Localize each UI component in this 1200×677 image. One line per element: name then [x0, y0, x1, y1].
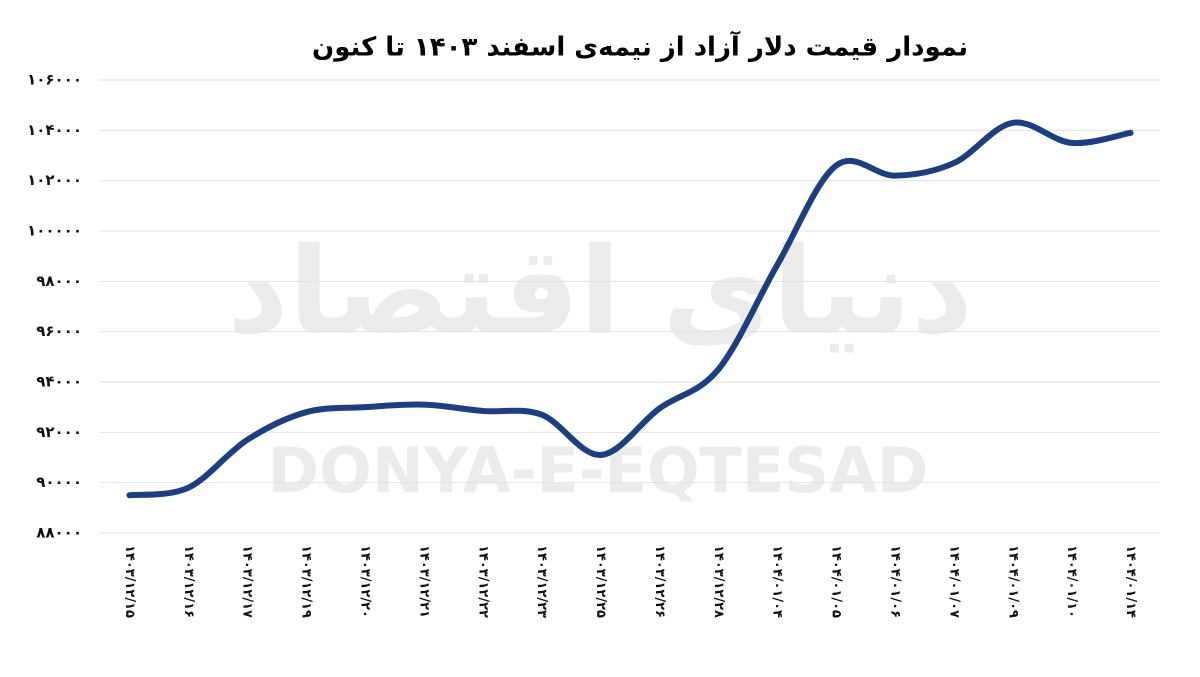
- y-tick-label: ۱۰۶۰۰۰: [27, 71, 82, 89]
- x-tick-label: ۱۴۰۳/۱۲/۲۶: [652, 545, 667, 618]
- y-tick-label: ۹۴۰۰۰: [36, 373, 82, 391]
- x-tick-label: ۱۴۰۴/۰۱/۰۹: [1005, 545, 1020, 618]
- y-tick-label: ۹۰۰۰۰: [36, 473, 82, 491]
- x-tick-label: ۱۴۰۳/۱۲/۱۹: [299, 545, 314, 618]
- x-tick-label: ۱۴۰۴/۰۱/۰۶: [888, 545, 903, 618]
- y-tick-label: ۱۰۴۰۰۰: [27, 121, 82, 139]
- y-tick-label: ۱۰۰۰۰۰: [27, 222, 82, 240]
- x-tick-label: ۱۴۰۳/۱۲/۲۸: [711, 545, 726, 618]
- x-tick-label: ۱۴۰۳/۱۲/۲۱: [416, 545, 431, 618]
- y-tick-label: ۱۰۲۰۰۰: [27, 171, 82, 189]
- watermark: DONYA-E-EQTESAD: [268, 434, 929, 507]
- y-tick-label: ۹۸۰۰۰: [36, 272, 82, 290]
- x-tick-label: ۱۴۰۴/۰۱/۰۵: [829, 545, 844, 618]
- x-tick-label: ۱۴۰۴/۰۱/۱۰: [1064, 545, 1079, 618]
- x-tick-label: ۱۴۰۴/۰۱/۱۴: [1123, 545, 1138, 618]
- price-line: [126, 119, 1134, 499]
- chart-title: نمودار قیمت دلار آزاد از نیمه‌ی اسفند ۱۴…: [312, 31, 968, 63]
- y-tick-label: ۸۸۰۰۰: [36, 524, 82, 542]
- x-tick-label: ۱۴۰۳/۱۲/۱۷: [240, 545, 255, 618]
- x-tick-label: ۱۴۰۳/۱۲/۲۰: [358, 545, 373, 618]
- x-tick-label: ۱۴۰۳/۱۲/۲۲: [475, 545, 490, 618]
- x-tick-label: ۱۴۰۳/۱۲/۱۵: [122, 545, 137, 618]
- x-tick-label: ۱۴۰۴/۰۱/۰۷: [946, 545, 961, 618]
- x-tick-label: ۱۴۰۳/۱۲/۱۶: [181, 545, 196, 618]
- watermark-fa: دنیای اقتصاد: [227, 223, 973, 362]
- y-tick-label: ۹۲۰۰۰: [36, 423, 82, 441]
- x-tick-label: ۱۴۰۳/۱۲/۲۵: [593, 545, 608, 618]
- y-tick-label: ۹۶۰۰۰: [36, 322, 82, 340]
- x-tick-label: ۱۴۰۴/۰۱/۰۴: [770, 545, 785, 618]
- x-tick-label: ۱۴۰۳/۱۲/۲۳: [534, 545, 549, 618]
